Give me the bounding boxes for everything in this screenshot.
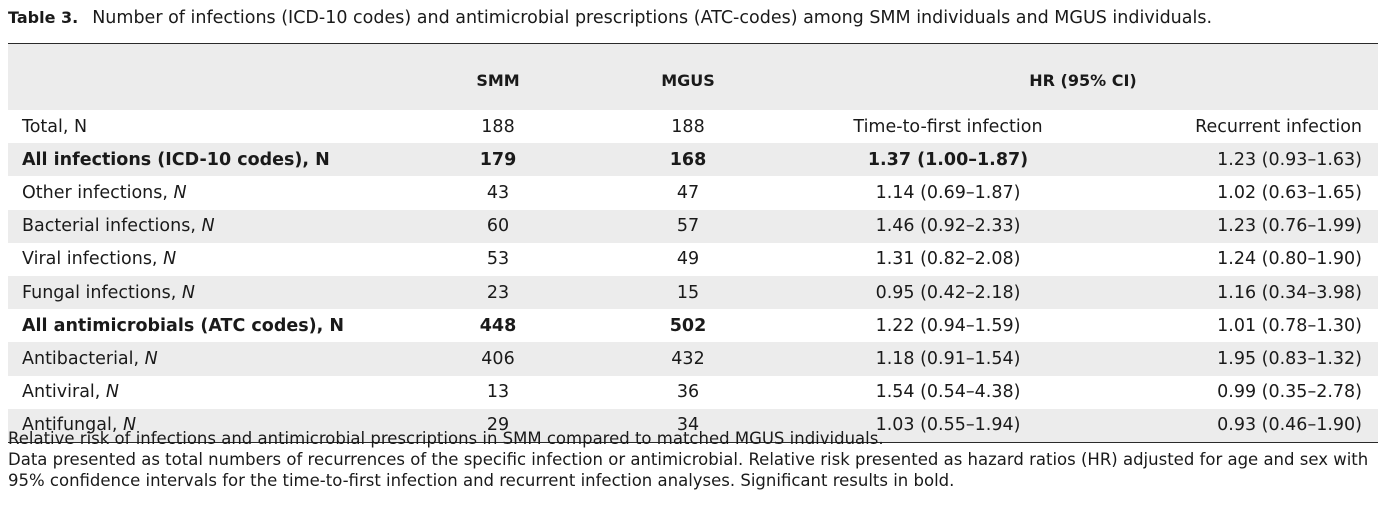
infection-table: SMM MGUS HR (95% CI) Total, N 188 188 Time-… [8, 44, 1378, 442]
table-row: Antifungal, N 29 34 1.03 (0.55–1.94) 0.93 (0… [8, 408, 1378, 442]
cell-hr-time-to-first: 1.54 (0.54–4.38) [788, 375, 1108, 409]
row-label-text: Antiviral, [22, 382, 106, 403]
cell-hr-time-to-first: 1.46 (0.92–2.33) [788, 209, 1108, 243]
row-label-text: Bacterial infections, [22, 216, 202, 237]
cell-hr-time-to-first: 1.18 (0.91–1.54) [788, 342, 1108, 376]
cell-smm: 448 [408, 309, 588, 343]
cell-mgus: 188 [588, 110, 788, 144]
cell-hr-time-to-first: 1.31 (0.82–2.08) [788, 242, 1108, 276]
cell-hr-recurrent: 1.23 (0.76–1.99) [1108, 209, 1378, 243]
table-header-row: SMM MGUS HR (95% CI) [8, 44, 1378, 110]
cell-hr-time-to-first: 1.37 (1.00–1.87) [788, 143, 1108, 177]
cell-smm: 23 [408, 275, 588, 310]
cell-mgus: 36 [588, 375, 788, 409]
cell-hr-time-to-first: 0.95 (0.42–2.18) [788, 275, 1108, 310]
cell-smm: 53 [408, 242, 588, 276]
cell-mgus: 432 [588, 342, 788, 376]
footnote-1: Relative risk of infections and antimicr… [8, 429, 884, 448]
row-label-text: All antimicrobials (ATC codes), N [22, 315, 345, 336]
row-label-unit: N [201, 216, 215, 237]
cell-mgus: 47 [588, 176, 788, 210]
table-row: All infections (ICD-10 codes), N 179 168 1.… [8, 143, 1378, 177]
row-label-text: Fungal infections, [22, 282, 182, 303]
cell-hr-time-to-first: 1.03 (0.55–1.94) [788, 408, 1108, 442]
row-label-unit: N [163, 249, 177, 270]
row-label-text: Total, N [22, 116, 88, 137]
table-body: Total, N 188 188 Time-to-first infection Rec… [8, 110, 1378, 442]
cell-hr-recurrent: Recurrent infection [1108, 110, 1378, 144]
table-row: Antibacterial, N 406 432 1.18 (0.91–1.54) 1.… [8, 342, 1378, 376]
table-footnotes: Relative risk of infections and antimicr… [8, 428, 1378, 491]
row-label: Antiviral, N [8, 375, 408, 409]
table-label: Table 3. [8, 8, 79, 27]
row-label-text: Antifungal, [22, 415, 123, 436]
cell-mgus: 168 [588, 143, 788, 177]
row-label: Viral infections, N [8, 242, 408, 276]
cell-hr-time-to-first: 1.14 (0.69–1.87) [788, 176, 1108, 210]
cell-mgus: 49 [588, 242, 788, 276]
cell-smm: 60 [408, 209, 588, 243]
row-label: Fungal infections, N [8, 275, 408, 310]
table-row: Fungal infections, N 23 15 0.95 (0.42–2.18)… [8, 275, 1378, 310]
data-table-container: SMM MGUS HR (95% CI) Total, N 188 188 Time-… [8, 43, 1378, 443]
cell-hr-recurrent: 0.99 (0.35–2.78) [1108, 375, 1378, 409]
cell-mgus: 57 [588, 209, 788, 243]
header-mgus: MGUS [588, 44, 788, 110]
cell-hr-recurrent: 1.16 (0.34–3.98) [1108, 275, 1378, 310]
header-hr: HR (95% CI) [788, 44, 1378, 110]
cell-smm: 179 [408, 143, 588, 177]
row-label: All antimicrobials (ATC codes), N [8, 309, 408, 343]
cell-hr-recurrent: 0.93 (0.46–1.90) [1108, 408, 1378, 442]
cell-hr-recurrent: 1.23 (0.93–1.63) [1108, 143, 1378, 177]
cell-smm: 29 [408, 408, 588, 442]
row-label-text: Other infections, [22, 182, 174, 203]
table-caption: Table 3. Number of infections (ICD-10 cod… [8, 6, 1378, 30]
row-label-text: All infections (ICD-10 codes), N [22, 149, 330, 170]
cell-mgus: 502 [588, 309, 788, 343]
row-label-unit: N [181, 282, 195, 303]
table-row: Viral infections, N 53 49 1.31 (0.82–2.08) 1… [8, 242, 1378, 276]
table-row: All antimicrobials (ATC codes), N 448 502 1… [8, 309, 1378, 343]
row-label-unit: N [105, 382, 120, 403]
cell-smm: 43 [408, 176, 588, 210]
header-smm: SMM [408, 44, 588, 110]
cell-hr-recurrent: 1.24 (0.80–1.90) [1108, 242, 1378, 276]
row-label: Bacterial infections, N [8, 209, 408, 243]
table-row: Other infections, N 43 47 1.14 (0.69–1.87) 1… [8, 176, 1378, 210]
table-caption-text: Number of infections (ICD-10 codes) and … [92, 8, 1213, 28]
row-label-text: Viral infections, [22, 249, 164, 270]
row-label-unit: N [173, 182, 187, 203]
row-label-text: Antibacterial, [22, 348, 145, 369]
cell-hr-time-to-first: Time-to-first infection [788, 110, 1108, 144]
footnote-2: Data presented as total numbers of recur… [8, 450, 1369, 490]
row-label-unit: N [144, 348, 158, 369]
header-label-column [8, 44, 408, 110]
row-label-unit: N [122, 415, 137, 436]
cell-hr-recurrent: 1.01 (0.78–1.30) [1108, 309, 1378, 343]
cell-smm: 188 [408, 110, 588, 144]
cell-smm: 406 [408, 342, 588, 376]
cell-hr-time-to-first: 1.22 (0.94–1.59) [788, 309, 1108, 343]
cell-mgus: 34 [588, 408, 788, 442]
row-label: Antibacterial, N [8, 342, 408, 376]
table-row: Bacterial infections, N 60 57 1.46 (0.92–2.… [8, 209, 1378, 243]
cell-smm: 13 [408, 375, 588, 409]
row-label: All infections (ICD-10 codes), N [8, 143, 408, 177]
cell-hr-recurrent: 1.95 (0.83–1.32) [1108, 342, 1378, 376]
row-label: Other infections, N [8, 176, 408, 210]
row-label: Antifungal, N [8, 408, 408, 442]
cell-hr-recurrent: 1.02 (0.63–1.65) [1108, 176, 1378, 210]
cell-mgus: 15 [588, 275, 788, 310]
row-label: Total, N [8, 110, 408, 144]
table-row: Antiviral, N 13 36 1.54 (0.54–4.38) 0.99 (0.… [8, 375, 1378, 409]
table-row: Total, N 188 188 Time-to-first infection Rec… [8, 110, 1378, 144]
